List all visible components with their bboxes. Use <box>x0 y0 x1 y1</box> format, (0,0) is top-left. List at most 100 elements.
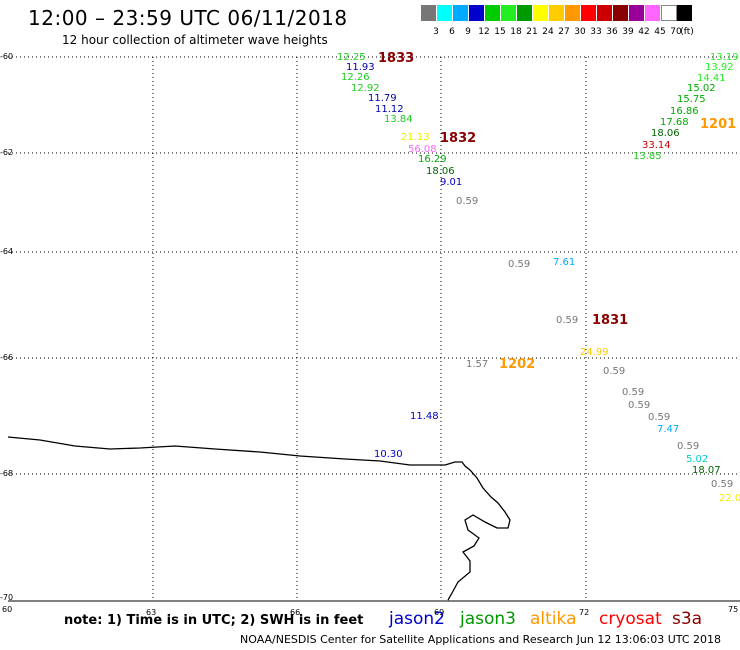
swh-label: 22.0 <box>719 493 740 504</box>
satellite-altika: altika <box>530 609 577 629</box>
swh-label: 24.99 <box>580 347 609 358</box>
longitude-label: 66 <box>290 608 301 617</box>
scale-swatch <box>581 5 597 21</box>
swh-label: 5.02 <box>686 454 709 465</box>
swh-label: 7.47 <box>657 424 680 435</box>
scale-label: 42 <box>638 27 650 37</box>
scale-label: (ft) <box>680 27 694 37</box>
latitude-label: -60 <box>0 52 14 61</box>
satellite-s3a: s3a <box>672 609 703 629</box>
latitude-label: -64 <box>0 247 14 256</box>
swh-label: 17.68 <box>660 117 689 128</box>
scale-label: 12 <box>478 27 490 37</box>
latitude-label: -66 <box>0 353 14 362</box>
scale-swatch <box>421 5 437 21</box>
swh-label: 0.59 <box>456 196 479 207</box>
scale-label: 36 <box>606 27 618 37</box>
swh-label: 0.59 <box>603 366 626 377</box>
scale-swatch <box>549 5 565 21</box>
scale-swatch <box>645 5 661 21</box>
swh-label: 33.14 <box>642 140 671 151</box>
pass-time-label: 1833 <box>378 51 415 66</box>
scale-label: 9 <box>465 27 471 37</box>
longitude-label: 60 <box>2 605 13 614</box>
pass-time-label: 1201 <box>700 117 737 132</box>
swh-label: 0.59 <box>648 412 671 423</box>
satellite-cryosat: cryosat <box>599 609 662 629</box>
swh-label: 16.29 <box>418 154 447 165</box>
longitude-label: 63 <box>146 608 157 617</box>
scale-label: 24 <box>542 27 554 37</box>
scale-label: 45 <box>654 27 666 37</box>
swh-label: 15.02 <box>687 83 716 94</box>
swh-label: 11.93 <box>346 62 375 73</box>
scale-swatch <box>613 5 629 21</box>
swh-label: 7.61 <box>553 257 576 268</box>
latitude-grid <box>8 56 740 475</box>
satellite-jason2: jason2 <box>389 609 445 629</box>
color-scale: 3 6 9 12 15 18 21 24 27 30 33 36 39 42 45 70 (ft) <box>421 5 694 37</box>
scale-swatch <box>629 5 645 21</box>
page-title: 12:00 – 23:59 UTC 06/11/2018 <box>28 6 348 30</box>
swh-label: 13.84 <box>384 114 413 125</box>
swh-label: 11.48 <box>410 411 439 422</box>
scale-swatch <box>565 5 581 21</box>
scale-label: 33 <box>590 27 602 37</box>
longitude-label: 75 <box>728 605 739 614</box>
swh-label: 12.92 <box>351 83 380 94</box>
scale-label: 39 <box>622 27 634 37</box>
swh-label: 13.19 <box>710 52 739 63</box>
longitude-label: 72 <box>579 608 590 617</box>
swh-label: 11.12 <box>375 104 404 115</box>
scale-label: 27 <box>558 27 570 37</box>
pass-time-label: 1202 <box>499 357 536 372</box>
footer-credit: NOAA/NESDIS Center for Satellite Applica… <box>240 633 722 646</box>
coastline <box>7 436 511 601</box>
swh-label: 10.30 <box>374 449 403 460</box>
page-subtitle: 12 hour collection of altimeter wave hei… <box>62 33 328 47</box>
swh-label: 21.13 <box>401 132 430 143</box>
swh-label: 0.59 <box>556 315 579 326</box>
scale-label: 70 <box>670 27 682 37</box>
longitude-label: 69 <box>434 608 445 617</box>
longitude-grid <box>152 57 587 601</box>
swh-label: 0.59 <box>711 479 734 490</box>
swh-label: 0.59 <box>508 259 531 270</box>
swh-label: 0.59 <box>628 400 651 411</box>
scale-label: 3 <box>433 27 439 37</box>
scale-label: 30 <box>574 27 586 37</box>
pass-time-label: 1832 <box>440 131 477 146</box>
swh-label: 14.41 <box>697 73 726 84</box>
scale-swatch <box>677 5 693 21</box>
scale-label: 18 <box>510 27 522 37</box>
latitude-label: -68 <box>0 469 14 478</box>
swh-label: 56.08 <box>408 144 437 155</box>
satellite-jason3: jason3 <box>460 609 516 629</box>
swh-label: 12.26 <box>341 72 370 83</box>
swh-label: 15.75 <box>677 94 706 105</box>
scale-label: 21 <box>526 27 538 37</box>
swh-label: 1.57 <box>466 359 489 370</box>
swh-label: 11.79 <box>368 93 397 104</box>
scale-swatch <box>453 5 469 21</box>
scale-swatch <box>485 5 501 21</box>
scale-label: 15 <box>494 27 506 37</box>
swh-label: 18.06 <box>426 166 455 177</box>
swh-label: 0.59 <box>677 441 700 452</box>
scale-swatch <box>517 5 533 21</box>
latitude-label: -62 <box>0 148 14 157</box>
scale-swatch <box>437 5 453 21</box>
scale-swatch <box>533 5 549 21</box>
scale-swatch <box>661 5 677 21</box>
scale-swatch <box>501 5 517 21</box>
scale-label: 6 <box>449 27 455 37</box>
swh-label: 18.06 <box>651 128 680 139</box>
swh-label: 0.59 <box>622 387 645 398</box>
swh-label: 18.07 <box>692 465 721 476</box>
swh-label: 9.01 <box>440 177 463 188</box>
swh-label: 13.85 <box>633 151 662 162</box>
pass-time-label: 1831 <box>592 313 629 328</box>
swh-label: 12.25 <box>337 52 366 63</box>
note-text: note: 1) Time is in UTC; 2) SWH is in fe… <box>64 613 364 628</box>
